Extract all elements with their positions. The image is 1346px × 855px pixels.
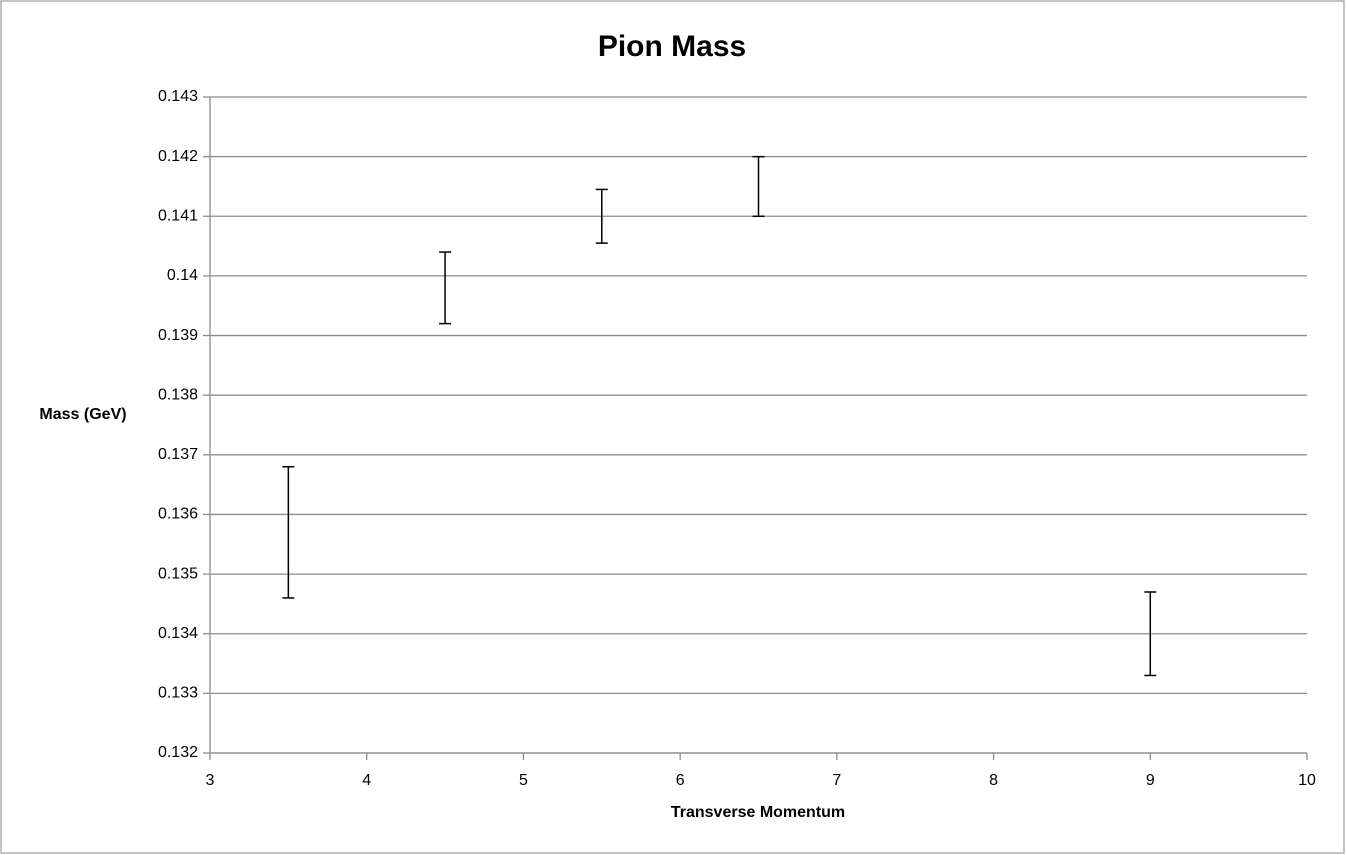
x-axis-label: Transverse Momentum [671, 804, 845, 821]
x-tick-label: 4 [362, 772, 371, 789]
y-tick-label: 0.14 [167, 267, 198, 284]
y-tick-label: 0.134 [158, 625, 198, 642]
x-tick-label: 5 [519, 772, 528, 789]
y-tick-label: 0.136 [158, 506, 198, 523]
x-tick-label: 10 [1298, 772, 1316, 789]
y-tick-label: 0.141 [158, 207, 198, 224]
x-tick-label: 6 [676, 772, 685, 789]
y-tick-label: 0.139 [158, 327, 198, 344]
chart-title: Pion Mass [598, 30, 746, 63]
y-tick-label: 0.132 [158, 744, 198, 761]
x-tick-label: 9 [1146, 772, 1155, 789]
y-tick-label: 0.137 [158, 446, 198, 463]
y-tick-label: 0.138 [158, 386, 198, 403]
x-tick-label: 7 [832, 772, 841, 789]
y-tick-label: 0.143 [158, 88, 198, 105]
x-tick-label: 8 [989, 772, 998, 789]
x-tick-label: 3 [206, 772, 215, 789]
y-tick-label: 0.133 [158, 685, 198, 702]
y-axis-label: Mass (GeV) [39, 406, 126, 423]
y-tick-label: 0.135 [158, 565, 198, 582]
y-tick-label: 0.142 [158, 148, 198, 165]
